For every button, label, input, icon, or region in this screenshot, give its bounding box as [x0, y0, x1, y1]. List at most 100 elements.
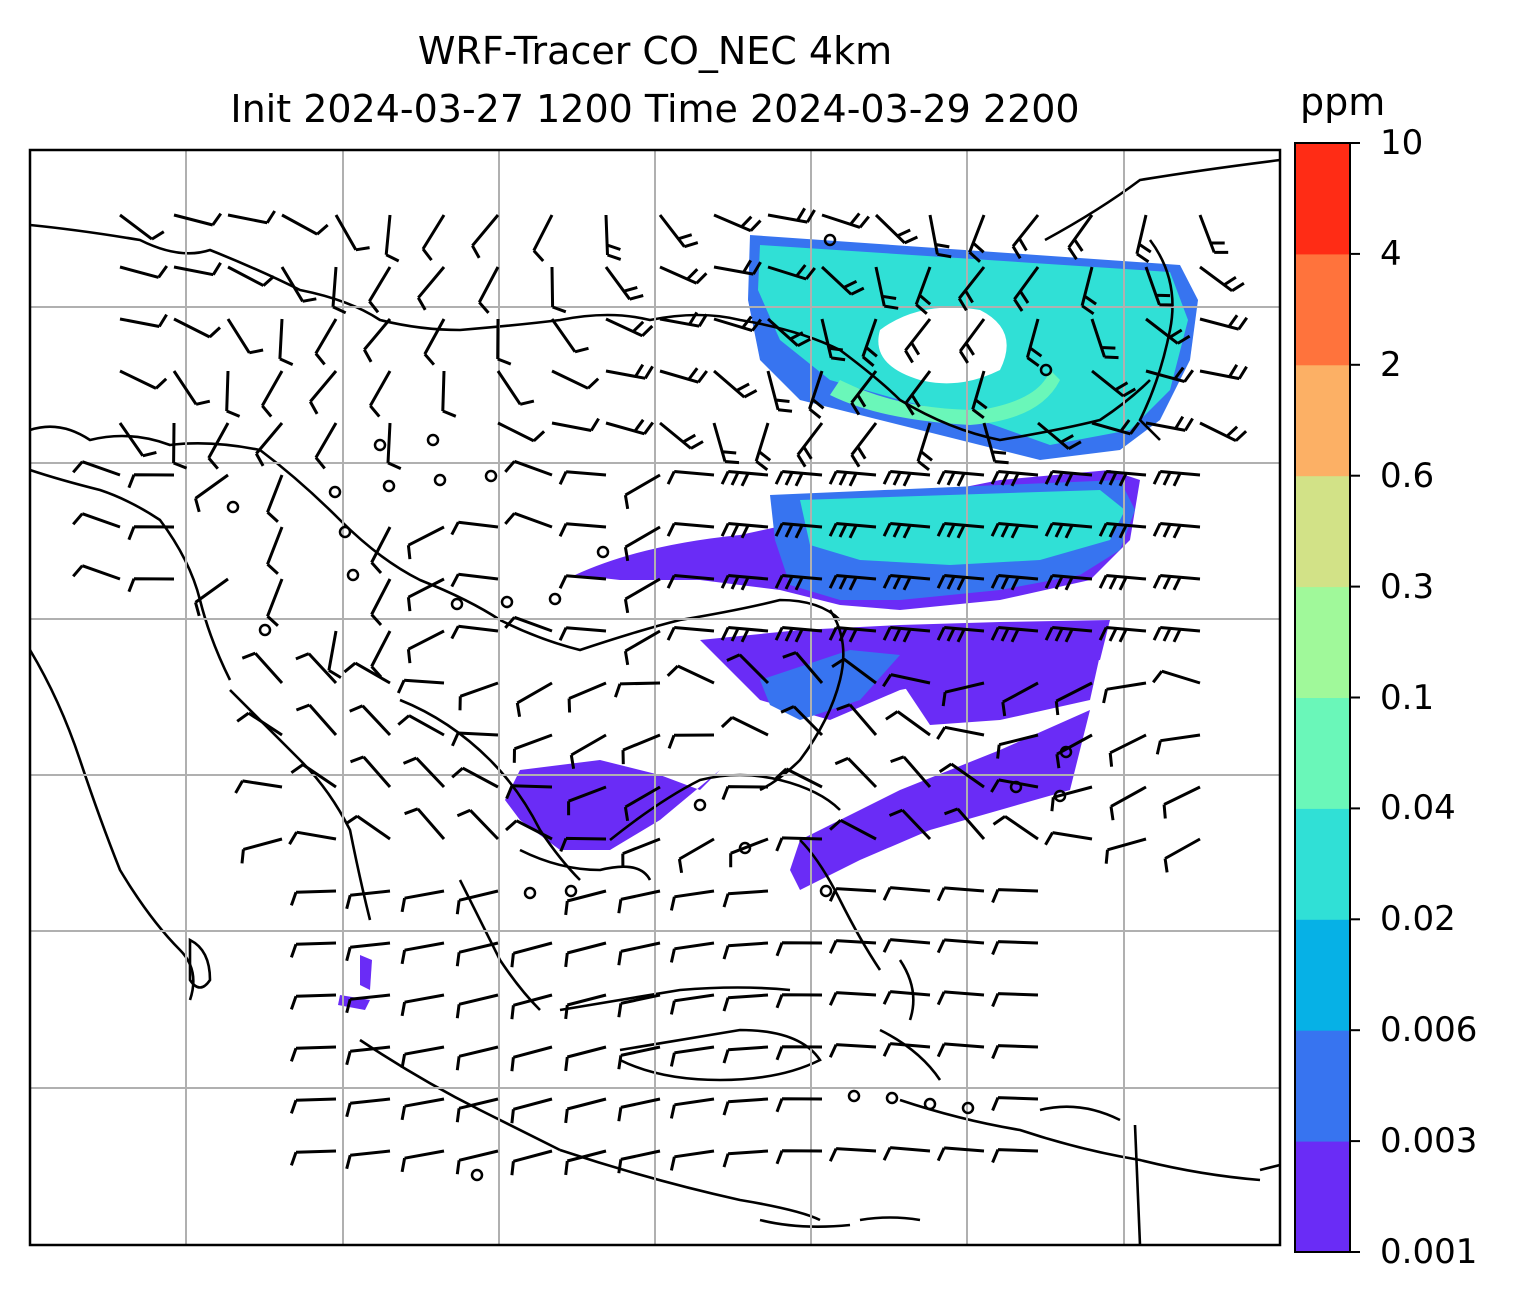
coastline: [1133, 1124, 1142, 1246]
wind-barb: [564, 1097, 607, 1124]
wind-barb: [774, 626, 823, 643]
wind-barb: [1055, 733, 1093, 769]
wind-barb: [455, 889, 499, 915]
wind-barb: [623, 577, 661, 614]
coastline: [29, 425, 841, 652]
wind-barb: [766, 317, 811, 348]
wind-barb: [882, 886, 931, 901]
wind-barb: [774, 574, 823, 591]
wind-barb: [1098, 470, 1147, 487]
wind-barb: [1163, 837, 1201, 873]
colorbar-segment: [1295, 1141, 1350, 1253]
wind-barb: [882, 522, 931, 539]
calm-wind-marker: [693, 798, 707, 812]
wind-barb: [990, 574, 1039, 591]
wind-barb: [402, 756, 446, 789]
wind-barb: [666, 664, 715, 685]
coastline: [898, 959, 915, 1021]
gridlines: [30, 150, 1280, 1245]
wind-barb: [344, 814, 391, 841]
wind-barb: [1080, 266, 1097, 316]
wind-barb: [173, 262, 222, 277]
wind-barb: [504, 615, 553, 633]
calm-wind-marker: [564, 884, 578, 898]
wind-barb: [1044, 522, 1093, 539]
wind-barb: [1025, 318, 1043, 368]
wind-barb: [496, 370, 535, 406]
coastline: [359, 1038, 561, 1152]
wind-barb: [254, 422, 284, 467]
wind-barb: [666, 574, 715, 589]
wind-barb: [659, 421, 704, 450]
wind-barb: [1054, 681, 1093, 716]
wind-barb: [1044, 626, 1093, 643]
wind-barb: [289, 1097, 337, 1114]
wind-barb: [510, 993, 553, 1020]
wind-barb: [775, 1097, 823, 1113]
calm-wind-marker: [596, 545, 610, 559]
calm-wind-marker: [373, 438, 387, 452]
wind-barb: [569, 733, 607, 770]
wind-barb: [623, 785, 661, 822]
wind-barb: [362, 318, 392, 363]
wind-barb: [936, 886, 985, 902]
wind-barb: [669, 1149, 715, 1171]
wind-barb: [991, 940, 1039, 956]
wind-barb: [384, 214, 400, 263]
wind-barb: [677, 837, 715, 874]
wind-barb: [658, 214, 699, 249]
wind-barb: [119, 265, 169, 279]
calm-wind-marker: [548, 592, 562, 606]
calm-wind-marker: [484, 469, 498, 483]
wind-barb: [726, 653, 770, 685]
wind-barb: [423, 318, 446, 366]
wind-barb: [497, 421, 546, 443]
wind-barb: [564, 993, 607, 1020]
wind-barb: [882, 1042, 931, 1057]
wind-barb: [119, 213, 165, 241]
colorbar-segment: [1295, 919, 1350, 1031]
wind-barb: [831, 657, 877, 685]
wind-barb: [119, 369, 168, 390]
wind-barb: [882, 938, 931, 953]
calm-wind-marker: [923, 1097, 937, 1111]
wind-barb: [551, 369, 600, 390]
wind-barb: [617, 1045, 661, 1070]
wind-barb: [515, 681, 553, 718]
wind-barb: [314, 422, 338, 470]
coastline: [859, 1216, 921, 1222]
wind-barb: [828, 626, 877, 643]
wind-barb: [957, 266, 986, 312]
calm-wind-marker: [885, 1091, 899, 1105]
wind-barb: [659, 311, 708, 328]
wind-barb: [496, 318, 512, 366]
wind-barb: [936, 990, 985, 1006]
wind-barb: [605, 317, 654, 338]
wind-barb: [721, 785, 769, 801]
wind-barb: [345, 993, 391, 1014]
wind-barb: [406, 577, 445, 612]
wind-barb: [958, 318, 986, 364]
colorbar-segment: [1295, 1030, 1350, 1142]
wind-barb: [936, 626, 985, 643]
wind-barb: [510, 1097, 553, 1124]
wind-barb: [331, 266, 347, 315]
wind-barb: [1044, 470, 1093, 487]
wind-barb: [370, 526, 392, 575]
coastline: [28, 649, 195, 1001]
calm-wind-marker: [346, 568, 360, 582]
wind-barb: [882, 470, 931, 487]
wind-barb: [722, 941, 769, 960]
wind-barb: [971, 370, 988, 419]
wind-barb: [1152, 470, 1201, 487]
calm-wind-marker: [1039, 363, 1053, 377]
wind-barb: [289, 993, 337, 1010]
wind-barb: [289, 941, 337, 958]
wind-barb: [550, 318, 589, 354]
wind-barb: [991, 1096, 1039, 1112]
wind-barb: [888, 808, 932, 841]
wind-barb: [450, 520, 499, 536]
wind-barb: [1109, 785, 1147, 821]
wind-barb: [613, 681, 661, 698]
colorbar-tick-label: 0.02: [1380, 899, 1456, 940]
